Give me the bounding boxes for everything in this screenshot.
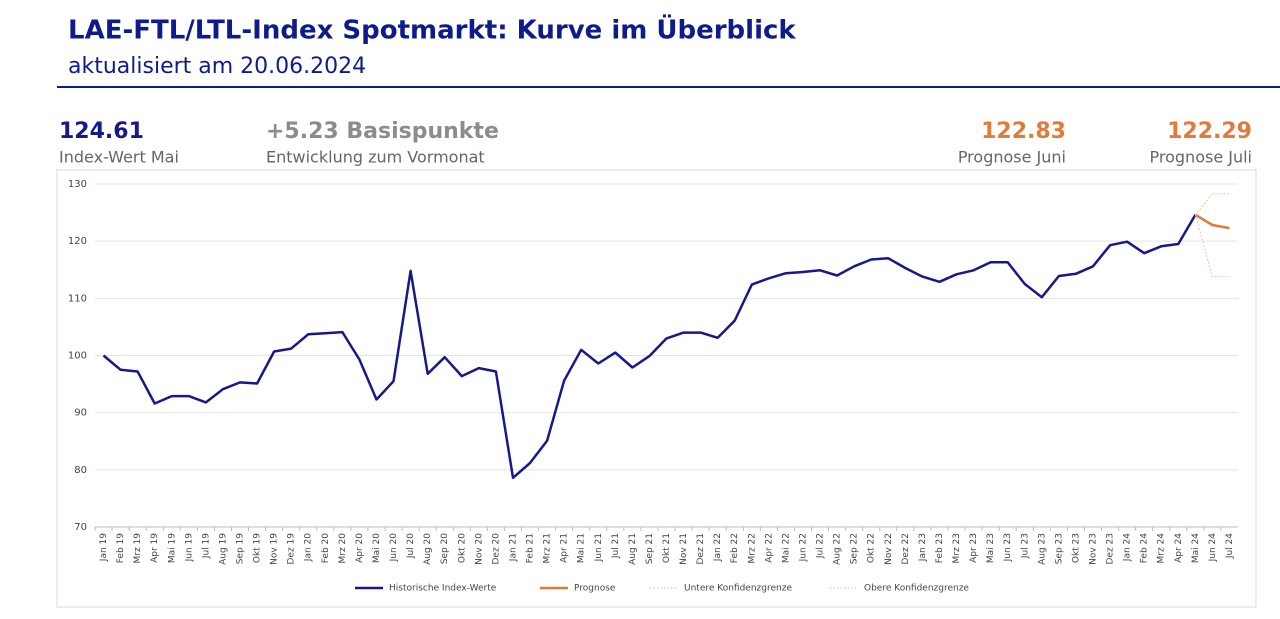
x-tick-label: Aug 19 [218,533,228,565]
x-tick-label: Okt 20 [457,533,467,563]
x-tick-label: Mai 20 [372,533,382,563]
x-tick-label: Jun 24 [1208,533,1218,563]
x-tick-label: Mai 19 [167,533,177,563]
y-tick-label: 120 [68,236,87,247]
subtitle: aktualisiert am 20.06.2024 [68,54,366,79]
x-tick-label: Jan 22 [713,533,723,562]
x-tick-label: Apr 22 [764,533,774,563]
x-tick-label: Sep 21 [645,533,655,564]
x-tick-label: Jan 20 [304,533,314,562]
kpi-value: 122.29 [1167,119,1252,144]
x-tick-label: Jun 21 [594,533,604,562]
kpi-value: 124.61 [59,119,144,144]
x-tick-label: Sep 19 [236,533,246,565]
x-tick-label: Feb 20 [321,533,331,564]
x-tick-label: Dez 20 [491,533,501,565]
kpi-label: Entwicklung zum Vormonat [266,148,485,167]
x-tick-label: Nov 23 [1088,533,1098,565]
x-tick-label: Feb 21 [526,533,536,563]
x-tick-label: Okt 22 [867,533,877,563]
x-tick-label: Sep 22 [850,533,860,564]
legend-label: Obere Konfidenzgrenze [864,584,969,594]
x-tick-label: Dez 19 [287,533,297,565]
kpi-value: +5.23 Basispunkte [266,119,499,144]
kpi-label: Prognose Juni [958,148,1066,167]
x-tick-label: Okt 21 [662,533,672,563]
x-tick-label: Apr 20 [355,533,365,563]
x-tick-label: Mrz 20 [338,533,348,564]
x-tick-label: Jul 23 [1020,533,1030,559]
x-tick-label: Jul 20 [406,533,416,559]
x-tick-label: Mrz 22 [747,533,757,564]
series-line [1194,213,1230,230]
legend-item: Prognose [540,584,616,594]
x-tick-label: Nov 21 [679,533,689,565]
x-tick-label: Sep 20 [440,533,450,565]
x-tick-label: Apr 21 [560,533,570,563]
x-tick-label: Feb 23 [935,533,945,563]
series-line [1194,214,1230,278]
x-tick-label: Sep 23 [1054,533,1064,564]
x-tick-label: Feb 22 [730,533,740,563]
x-tick-label: Jul 24 [1225,533,1235,559]
y-tick-label: 100 [68,351,87,362]
x-tick-label: Jun 22 [798,533,808,562]
kpi-label: Prognose Juli [1150,148,1252,167]
x-tick-label: Mrz 24 [1157,533,1167,564]
x-tick-label: Jul 19 [201,533,211,559]
legend-item: Historische Index-Werte [355,584,497,594]
x-tick-label: Feb 19 [116,533,126,564]
x-tick-label: Nov 20 [474,533,484,565]
title: LAE-FTL/LTL-Index Spotmarkt: Kurve im Üb… [68,13,796,46]
legend-item: Obere Konfidenzgrenze [830,584,969,594]
x-tick-label: Okt 19 [253,533,263,563]
kpi-label: Index-Wert Mai [59,148,179,167]
x-tick-label: Okt 23 [1071,533,1081,563]
chart-frame [56,169,1257,608]
x-tick-label: Nov 19 [270,533,280,565]
x-tick-label: Aug 22 [833,533,843,565]
plot: 70 80 90 100 110 120 130 Jan 19 Feb 19 Mrz 19 Apr … [68,179,1238,594]
x-tick-label: Mai 24 [1191,533,1201,563]
legend-label: Historische Index-Werte [389,584,497,594]
x-tick-label: Jun 19 [184,533,194,563]
legend-label: Untere Konfidenzgrenze [684,584,792,594]
y-tick-label: 90 [74,408,87,419]
series-line [1195,193,1230,216]
legend-label: Prognose [574,584,616,594]
x-tick-label: Feb 24 [1140,533,1150,564]
x-tick-label: Mai 22 [781,533,791,563]
legend-item: Untere Konfidenzgrenze [650,584,792,594]
x-tick-label: Jan 19 [99,533,109,562]
y-tick-label: 130 [68,179,87,190]
x-tick-label: Mrz 21 [543,533,553,564]
x-tick-label: Jul 22 [816,533,826,559]
x-tick-label: Aug 20 [423,533,433,565]
y-tick-label: 80 [74,465,87,476]
x-tick-label: Jan 21 [508,533,518,562]
x-tick-label: Dez 21 [696,533,706,565]
x-tick-label: Jan 23 [918,533,928,562]
x-tick-label: Mai 21 [577,533,587,563]
y-tick-label: 110 [68,293,87,304]
x-tick-label: Apr 24 [1174,533,1184,563]
kpi-value: 122.83 [981,119,1066,144]
x-tick-label: Jan 24 [1123,533,1133,562]
x-tick-label: Mai 23 [986,533,996,563]
x-tick-label: Dez 23 [1106,533,1116,565]
x-tick-label: Aug 23 [1037,533,1047,565]
y-tick-label: 70 [74,522,87,533]
x-tick-label: Jun 20 [389,533,399,563]
x-tick-label: Nov 22 [884,533,894,565]
series-line [102,214,1197,480]
x-tick-label: Apr 19 [150,533,160,563]
x-tick-label: Dez 22 [901,533,911,565]
x-tick-label: Mrz 23 [952,533,962,564]
x-tick-label: Jul 21 [611,533,621,559]
x-tick-label: Mrz 19 [133,533,143,564]
x-tick-label: Jun 23 [1003,533,1013,562]
x-tick-label: Aug 21 [628,533,638,565]
x-tick-label: Apr 23 [969,533,979,563]
